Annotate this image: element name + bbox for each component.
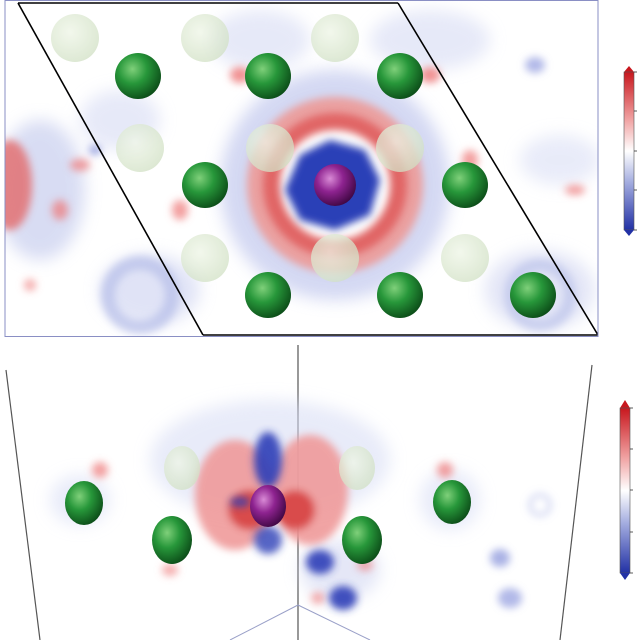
top-small-lobes (24, 57, 585, 291)
side-density-map (50, 400, 552, 610)
unit-cell-outline (17, 2, 598, 336)
host-atom (377, 272, 423, 318)
bottom-left-ring (101, 256, 179, 334)
host-atom (65, 481, 103, 525)
side-colorbar (619, 400, 633, 580)
side-host-atoms (65, 480, 471, 564)
top-view-figure (4, 0, 637, 337)
side-blue-lobes (230, 432, 552, 610)
side-view-figure (5, 345, 633, 640)
ghost-atom (181, 14, 229, 62)
host-atom (152, 516, 192, 564)
colorbar-min-arrow (620, 573, 630, 580)
ghost-atom (311, 14, 359, 62)
side-view-panel (0, 340, 640, 640)
ghost-atom (116, 124, 164, 172)
colorbar-max-arrow (624, 66, 634, 72)
host-atom (442, 162, 488, 208)
dopant-atom (314, 164, 356, 206)
host-atom (377, 53, 423, 99)
host-atom (182, 162, 228, 208)
top-panel-border (4, 0, 599, 337)
ghost-atom (376, 124, 424, 172)
host-atom (115, 53, 161, 99)
host-atom (245, 53, 291, 99)
top-colorbar (623, 66, 637, 236)
host-atom (342, 516, 382, 564)
ghost-atom (246, 124, 294, 172)
host-atom (510, 272, 556, 318)
host-atom (433, 480, 471, 524)
colorbar-max-arrow (620, 400, 630, 408)
dopant-atom (250, 485, 286, 527)
ghost-atom (181, 234, 229, 282)
host-atom (245, 272, 291, 318)
colorbar-min-arrow (624, 230, 634, 236)
top-density-map (5, 0, 598, 336)
ghost-atom (311, 234, 359, 282)
ghost-atom (51, 14, 99, 62)
ghost-atom (339, 446, 375, 490)
side-ghost-atoms (164, 446, 375, 490)
top-view-panel (4, 0, 637, 337)
left-edge-red-lobe (5, 140, 32, 230)
top-host-atoms (115, 53, 556, 318)
ghost-atom (441, 234, 489, 282)
top-ghost-atoms (51, 14, 489, 282)
ghost-atom (164, 446, 200, 490)
